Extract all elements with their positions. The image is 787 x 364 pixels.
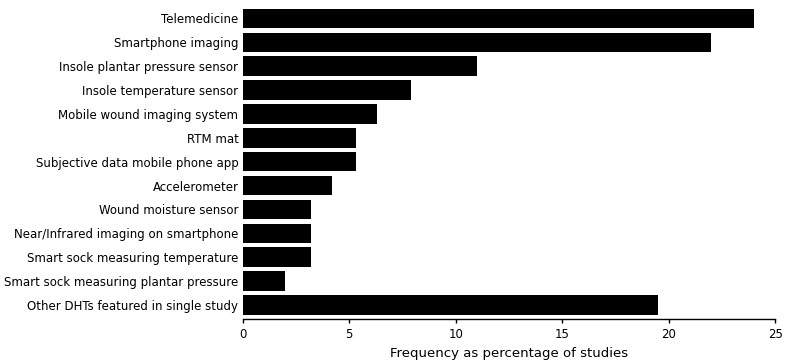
Bar	[242, 200, 311, 219]
Bar	[242, 223, 311, 243]
Bar	[242, 56, 477, 76]
Bar	[242, 248, 311, 267]
Bar	[242, 176, 332, 195]
Bar	[242, 80, 411, 100]
Bar	[242, 152, 356, 171]
Bar	[242, 9, 754, 28]
Bar	[242, 128, 356, 148]
Bar	[242, 271, 285, 291]
Bar	[242, 104, 377, 124]
Bar	[242, 295, 658, 315]
Bar	[242, 32, 711, 52]
X-axis label: Frequency as percentage of studies: Frequency as percentage of studies	[390, 347, 628, 360]
